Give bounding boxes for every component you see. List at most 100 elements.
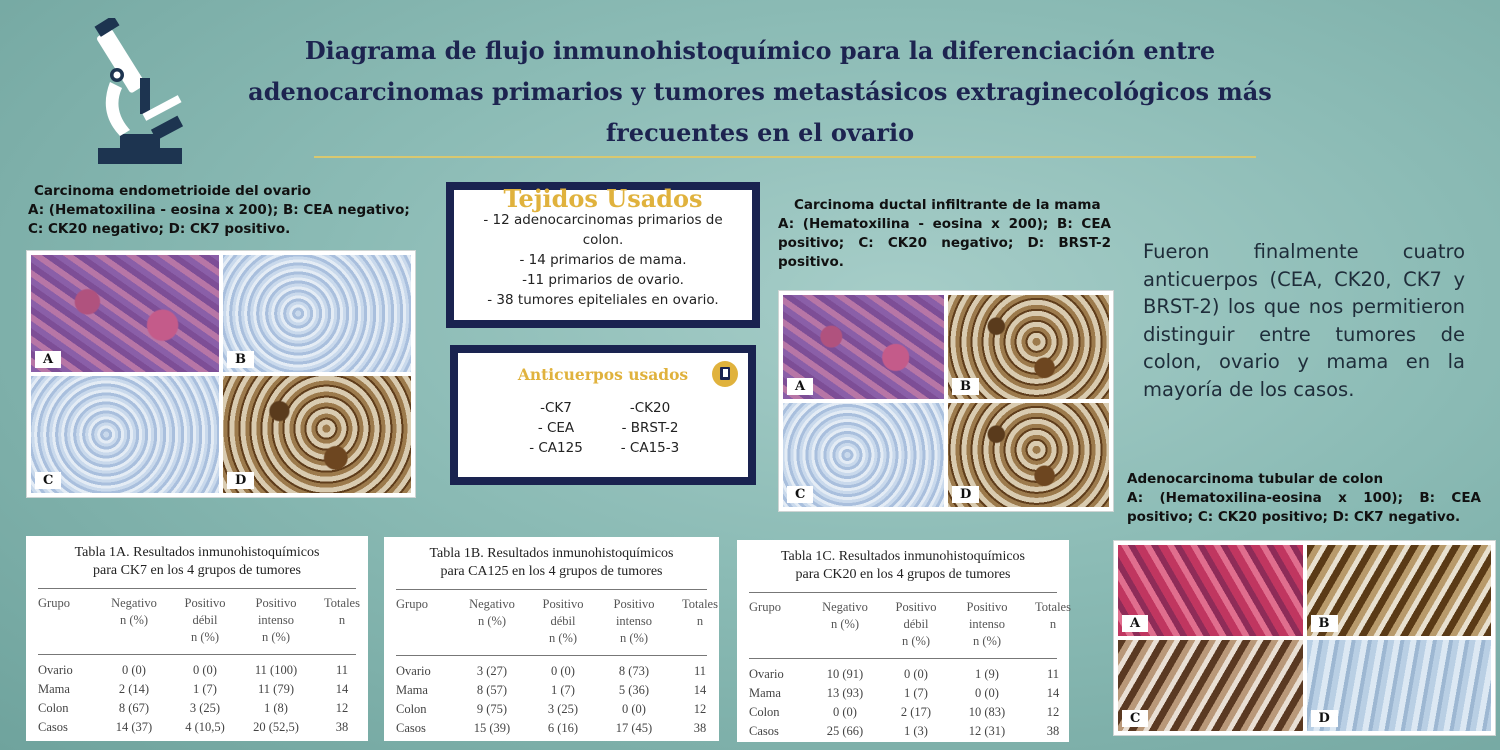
table-cell: 1 (8) [264,701,288,715]
anticuerpo-item: - CA125 [529,440,583,456]
table-cell: 1 (9) [975,667,999,681]
table-cell: 1 (7) [551,683,575,697]
micro-tile-b: B [948,295,1109,399]
tile-label: A [35,351,62,368]
table-cell: 6 (16) [547,721,579,735]
table-cell: 3 (27) [476,664,508,678]
table-row: Colon 8 (67) 3 (25) 1 (8) 12 [38,699,356,718]
table-cell: 15 (39) [473,721,511,735]
table-header-cell: Positivo intenso n (%) [596,596,672,647]
table-cell: Ovario [396,664,431,678]
table-cell: 14 [335,682,349,696]
results-table: Tabla 1C. Resultados inmunohistoquímicos… [737,540,1071,742]
title-line-3: frecuentes en el ovario [605,118,915,147]
table-cell: 14 (37) [115,720,153,734]
table-divider [38,588,356,589]
table-cell: 11 (79) [258,682,294,696]
table-cell: 14 [693,683,707,697]
micro-tile-a: A [31,255,219,372]
mama-title: Carcinoma ductal infiltrante de la mama [794,197,1101,213]
table-header-cell: Positivo intenso n (%) [949,599,1025,650]
header-unit: n (%) [901,634,931,648]
table-row: Casos 14 (37) 4 (10,5) 20 (52,5) 38 [38,718,356,737]
header-label: Totales [324,596,360,610]
table-cell: Mama [749,686,781,700]
table-cell: Casos [749,724,779,738]
table-title: Tabla 1B. Resultados inmunohistoquímicos… [396,545,707,581]
micro-tile-b: B [223,255,411,372]
tejidos-line: -11 primarios de ovario. [522,272,684,288]
table-cell: 3 (25) [547,702,579,716]
header-label: Grupo [38,596,70,610]
table-header-cell: Negativo n (%) [96,595,172,646]
table-cell: 13 (93) [826,686,864,700]
conclusion-text: Fueron finalmente cuatro anticuerpos (CE… [1143,240,1465,401]
table-header: Grupo Negativo n (%) Positivo débil n (%) Pos… [749,599,1071,650]
tile-label: D [1310,710,1338,727]
table-cell: 25 (66) [826,724,864,738]
page-title: Diagrama de flujo inmunohistoquímico par… [230,30,1290,153]
results-table: Tabla 1A. Resultados inmunohistoquímicos… [26,536,368,741]
table-title: Tabla 1A. Resultados inmunohistoquímicos… [38,544,356,580]
header-unit: n (%) [477,614,507,628]
table-header: Grupo Negativo n (%) Positivo débil n (%) Pos… [396,596,718,647]
table-title-line: Tabla 1A. Resultados inmunohistoquímicos [74,545,320,560]
anticuerpos-box: Anticuerpos usados -CK7 -CK20 - CEA - BR… [450,345,756,485]
anticuerpo-item: - CEA [537,420,575,436]
colon-caption: Adenocarcinoma tubular de colon A: (Hema… [1127,470,1481,527]
header-unit: n [338,613,346,627]
table-header-cell: Totales n [314,595,370,646]
table-header-cell: Totales n [672,596,728,647]
table-header-cell: Grupo [38,595,96,646]
tile-label: B [952,378,979,395]
header-label: Positivo intenso [966,600,1008,631]
table-cell: 2 (14) [118,682,150,696]
header-label: Grupo [396,597,428,611]
micro-tile-b: B [1306,545,1491,636]
table-row: Mama 13 (93) 1 (7) 0 (0) 14 [749,684,1059,703]
table-cell: Ovario [38,663,73,677]
header-unit: n (%) [119,613,149,627]
tile-label: A [787,378,814,395]
table-cell: Casos [38,720,68,734]
table-cell: 0 (0) [193,663,217,677]
anticuerpos-title: Anticuerpos usados [517,365,689,384]
tejidos-line: - 12 adenocarcinomas primarios de colon. [483,212,723,248]
header-unit: n (%) [619,631,649,645]
table-divider [749,592,1057,593]
table-title: Tabla 1C. Resultados inmunohistoquímicos… [749,548,1057,584]
table-cell: 20 (52,5) [253,720,299,734]
table-cell: 0 (0) [833,705,857,719]
table-title-line: para CK7 en los 4 grupos de tumores [92,563,302,578]
table-cell: 8 (73) [618,664,650,678]
tile-label: C [787,486,814,503]
micro-tile-c: C [783,403,944,507]
header-unit: n (%) [830,617,860,631]
table-divider [38,654,356,655]
header-unit: n [1049,617,1057,631]
header-label: Negativo [822,600,868,614]
title-line-2: adenocarcinomas primarios y tumores meta… [248,77,1272,106]
header-label: Positivo débil [542,597,584,628]
header-label: Positivo débil [895,600,937,631]
table-row: Colon 0 (0) 2 (17) 10 (83) 12 [749,703,1059,722]
micro-tile-d: D [223,376,411,493]
table-cell: 1 (3) [904,724,928,738]
table-cell: 0 (0) [975,686,999,700]
header-unit: n (%) [190,630,220,644]
table-header-cell: Positivo intenso n (%) [238,595,314,646]
table-cell: 12 (31) [968,724,1006,738]
mama-caption: Carcinoma ductal infiltrante de la mama … [778,196,1111,272]
table-cell: 0 (0) [551,664,575,678]
tejidos-line: - 14 primarios de mama. [519,252,687,268]
endometrioide-caption: Carcinoma endometrioide del ovario A: (H… [28,182,420,239]
table-cell: 0 (0) [122,663,146,677]
tejidos-title: Tejidos Usados [503,184,703,213]
table-cell: Mama [396,683,428,697]
table-cell: 1 (7) [193,682,217,696]
microscope-icon [94,18,184,164]
anticuerpo-item: -CK7 [540,400,572,416]
tile-label: C [1122,710,1149,727]
anticuerpo-item: -CK20 [629,400,671,416]
table-cell: 5 (36) [618,683,650,697]
